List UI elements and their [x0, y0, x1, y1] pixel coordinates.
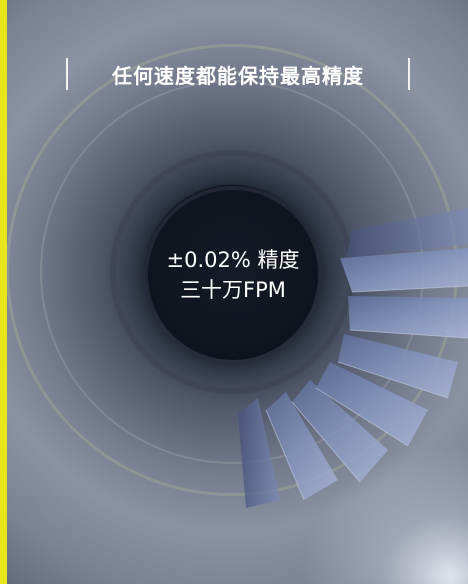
headline-title: 任何速度都能保持最高精度	[112, 63, 364, 88]
turbine-hub-label: ±0.02% 精度 三十万FPM	[148, 190, 318, 360]
speed-spec: 三十万FPM	[180, 278, 286, 302]
headline: 任何速度都能保持最高精度	[66, 56, 410, 92]
light-glare	[288, 434, 468, 584]
accuracy-spec: ±0.02% 精度	[166, 248, 300, 272]
bracket-left	[66, 58, 68, 90]
bracket-right	[408, 58, 410, 90]
yellow-accent-bar	[0, 0, 7, 584]
